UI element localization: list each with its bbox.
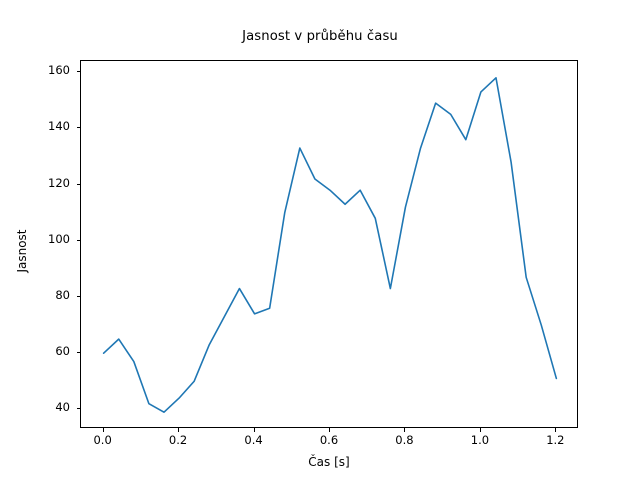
x-tick-mark bbox=[253, 428, 255, 432]
y-tick-mark bbox=[76, 239, 80, 241]
x-tick-mark bbox=[404, 428, 406, 432]
x-tick-mark bbox=[102, 428, 104, 432]
x-tick-label: 0.4 bbox=[244, 433, 263, 447]
y-tick-label: 160 bbox=[48, 63, 70, 78]
x-tick-mark bbox=[479, 428, 481, 432]
y-tick-mark bbox=[76, 183, 80, 185]
x-tick-label: 1.0 bbox=[470, 433, 490, 447]
chart-title: Jasnost v průběhu času bbox=[242, 29, 398, 44]
y-tick-label: 140 bbox=[48, 119, 70, 134]
y-tick-mark bbox=[76, 71, 80, 73]
y-tick-mark bbox=[76, 352, 80, 354]
y-tick-label: 80 bbox=[55, 287, 70, 302]
figure-canvas: Jasnost v průběhu času Jasnost Čas [s] 0… bbox=[15, 29, 578, 469]
x-tick-label: 0.6 bbox=[319, 433, 339, 447]
y-tick-label: 120 bbox=[48, 175, 70, 190]
y-tick-label: 100 bbox=[48, 231, 70, 246]
x-tick-mark bbox=[178, 428, 180, 432]
data-series-line bbox=[102, 77, 558, 413]
x-tick-label: 0.2 bbox=[168, 433, 188, 447]
x-tick-mark bbox=[329, 428, 330, 432]
y-tick-mark bbox=[76, 408, 80, 410]
x-tick-mark bbox=[555, 428, 557, 432]
x-tick-label: 0.8 bbox=[395, 433, 414, 447]
y-tick-mark bbox=[76, 295, 80, 297]
y-tick-mark bbox=[76, 127, 80, 129]
x-axis-label: Čas [s] bbox=[308, 455, 350, 469]
data-line-svg bbox=[102, 77, 558, 413]
y-tick-label: 60 bbox=[55, 344, 70, 359]
plot-axes-area bbox=[80, 60, 578, 428]
x-tick-label: 1.2 bbox=[546, 433, 565, 447]
y-tick-label: 40 bbox=[55, 400, 70, 415]
x-tick-label: 0.0 bbox=[93, 433, 112, 447]
